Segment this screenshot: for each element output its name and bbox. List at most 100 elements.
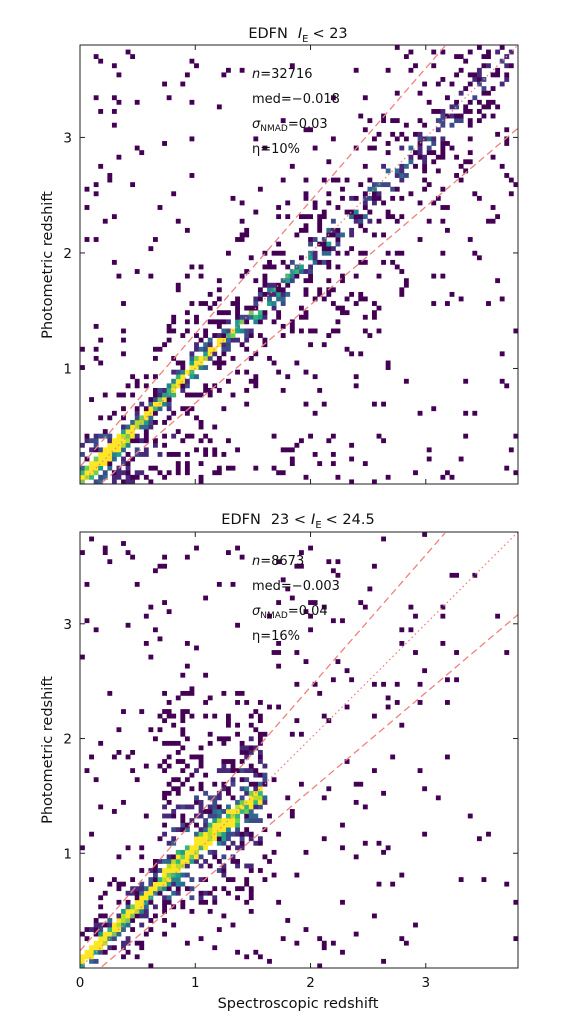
density-cell xyxy=(189,818,195,823)
density-cell xyxy=(504,141,510,146)
density-cell xyxy=(330,227,336,233)
density-cell xyxy=(463,86,469,92)
density-cell xyxy=(139,451,145,457)
density-cell xyxy=(248,818,254,823)
density-cell xyxy=(111,809,117,814)
density-cell xyxy=(244,877,250,883)
density-cell xyxy=(98,479,104,485)
density-cell xyxy=(125,429,131,434)
density-cell xyxy=(367,333,373,338)
density-cell xyxy=(458,113,464,119)
density-cell xyxy=(194,645,199,651)
density-cell xyxy=(312,250,318,256)
density-cell xyxy=(111,442,117,448)
density-cell xyxy=(349,227,355,233)
density-cell xyxy=(445,113,450,119)
density-cell xyxy=(93,438,99,444)
density-cell xyxy=(153,387,158,393)
density-cell xyxy=(212,804,218,810)
density-cell xyxy=(162,342,167,348)
density-cell xyxy=(194,374,199,380)
density-cell xyxy=(499,45,505,50)
density-cell xyxy=(180,438,186,444)
density-cell xyxy=(235,809,240,814)
density-cell xyxy=(280,177,286,183)
density-cell xyxy=(235,296,240,302)
density-cell xyxy=(253,383,259,389)
density-cell xyxy=(98,922,104,928)
density-cell xyxy=(267,301,272,306)
density-cell xyxy=(125,550,131,556)
density-cell xyxy=(194,365,199,370)
density-cell xyxy=(271,291,277,297)
density-cell xyxy=(257,781,263,787)
density-cell xyxy=(440,145,446,151)
density-cell xyxy=(362,804,368,810)
density-cell xyxy=(148,604,154,610)
density-cell xyxy=(467,237,473,242)
density-cell xyxy=(385,141,391,146)
density-cell xyxy=(253,209,259,215)
density-cell xyxy=(175,451,181,457)
density-cell xyxy=(276,650,282,655)
density-cell xyxy=(207,351,213,357)
density-cell xyxy=(148,273,154,279)
density-cell xyxy=(203,859,209,864)
density-cell xyxy=(175,369,181,375)
density-cell xyxy=(399,214,405,220)
density-cell xyxy=(207,438,213,444)
density-cell xyxy=(262,337,268,343)
density-cell xyxy=(344,296,350,302)
density-cell xyxy=(125,451,131,457)
density-cell xyxy=(189,686,195,692)
density-cell xyxy=(180,727,186,733)
density-cell xyxy=(184,872,190,878)
density-cell xyxy=(125,845,131,851)
density-cell xyxy=(180,81,186,87)
density-cell xyxy=(116,931,122,937)
density-cell xyxy=(93,95,99,101)
density-cell xyxy=(303,659,309,665)
density-cell xyxy=(253,768,259,774)
density-cell xyxy=(194,831,199,837)
density-cell xyxy=(230,859,236,864)
density-cell xyxy=(130,886,136,892)
density-cell xyxy=(312,145,318,151)
density-cell xyxy=(166,813,172,819)
density-cell xyxy=(267,859,272,864)
density-cell xyxy=(180,849,186,855)
density-cell xyxy=(153,410,158,416)
density-cell xyxy=(89,927,94,932)
density-cell xyxy=(143,383,149,389)
density-cell xyxy=(303,291,309,297)
density-cell xyxy=(184,433,190,439)
density-cell xyxy=(394,173,400,178)
density-cell xyxy=(189,360,195,366)
density-cell xyxy=(93,927,99,932)
density-cell xyxy=(472,77,478,82)
density-cell xyxy=(212,424,218,430)
density-cell xyxy=(162,690,167,696)
density-cell xyxy=(472,250,478,256)
density-cell xyxy=(362,191,368,197)
density-cell xyxy=(198,365,204,370)
density-cell xyxy=(244,827,250,833)
density-cell xyxy=(308,545,313,551)
density-cell xyxy=(408,49,414,55)
y-tick-label: 3 xyxy=(63,617,72,633)
density-cell xyxy=(162,718,167,724)
density-cell xyxy=(422,136,428,142)
density-cell xyxy=(166,709,172,714)
density-cell xyxy=(299,328,304,334)
density-cell xyxy=(175,868,181,873)
density-cell xyxy=(175,287,181,293)
density-cell xyxy=(98,904,104,910)
density-cell xyxy=(467,118,473,124)
density-cell xyxy=(184,451,190,457)
density-cell xyxy=(212,346,218,352)
density-cell xyxy=(235,328,240,334)
density-cell xyxy=(125,470,131,476)
density-cell xyxy=(212,809,218,814)
density-cell xyxy=(353,218,359,224)
density-cell xyxy=(367,118,373,124)
